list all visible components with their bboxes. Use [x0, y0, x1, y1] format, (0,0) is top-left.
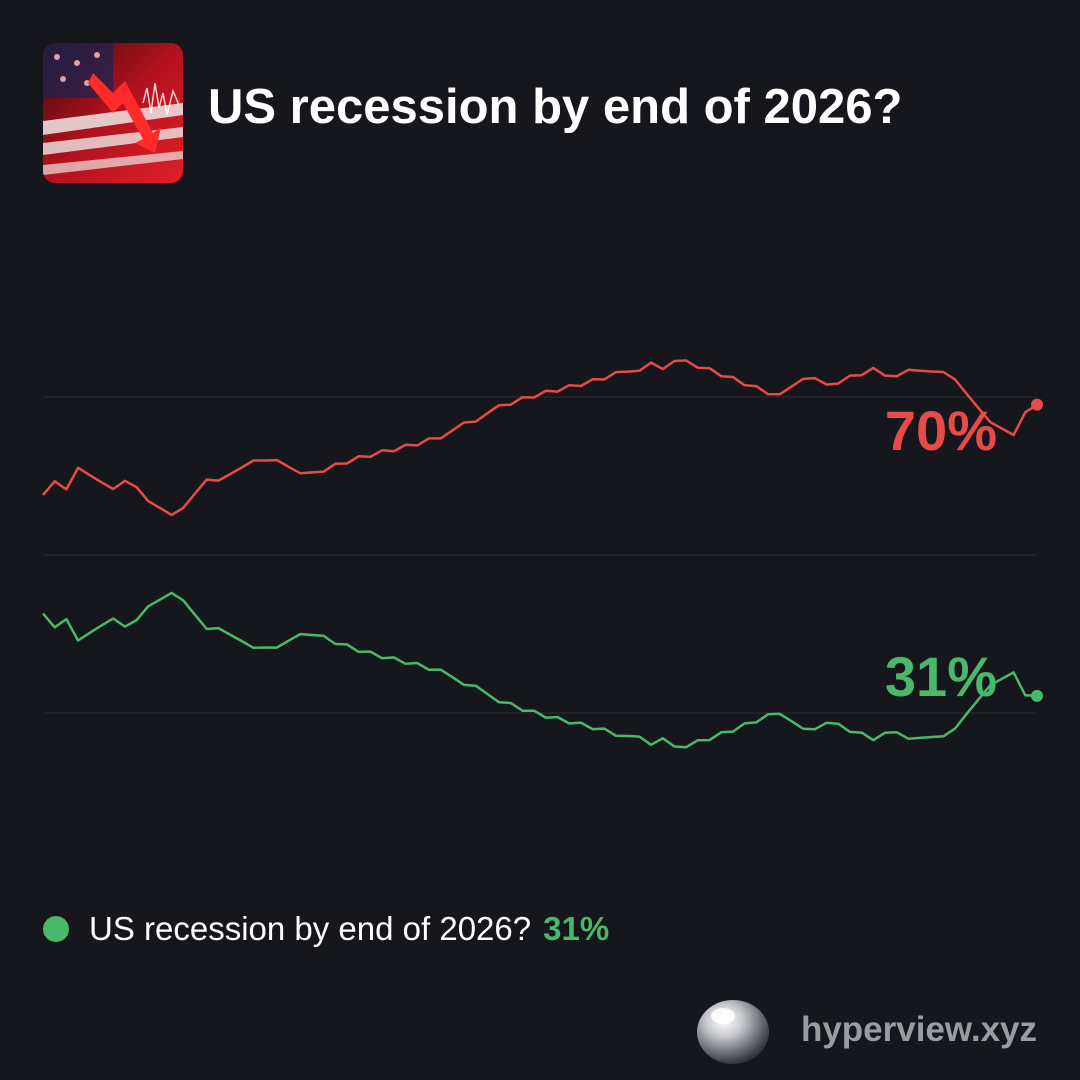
- probability-chart: 70% 31%: [0, 330, 1080, 790]
- legend-label: US recession by end of 2026?: [89, 910, 532, 947]
- series-line-1: [42, 591, 1038, 749]
- legend-value: 31%: [543, 910, 610, 947]
- market-title: US recession by end of 2026?: [208, 80, 903, 134]
- chart-svg: 70% 31%: [42, 359, 1043, 749]
- us-flag-market-decline-icon: [43, 43, 183, 183]
- market-icon: [43, 43, 183, 183]
- series-end-point-0: [1031, 398, 1043, 411]
- legend-dot: [43, 916, 69, 942]
- legend: US recession by end of 2026? 31%: [43, 904, 609, 954]
- series-end-label-0: 70%: [885, 399, 997, 462]
- brand-text: hyperview.xyz: [800, 1010, 1037, 1049]
- series-end-label-1: 31%: [885, 645, 997, 708]
- brand[interactable]: hyperview.xyz: [695, 992, 1037, 1068]
- series-end-point-1: [1031, 689, 1043, 702]
- series-line-0: [42, 359, 1038, 517]
- silver-orb-logo-icon: [696, 1000, 769, 1064]
